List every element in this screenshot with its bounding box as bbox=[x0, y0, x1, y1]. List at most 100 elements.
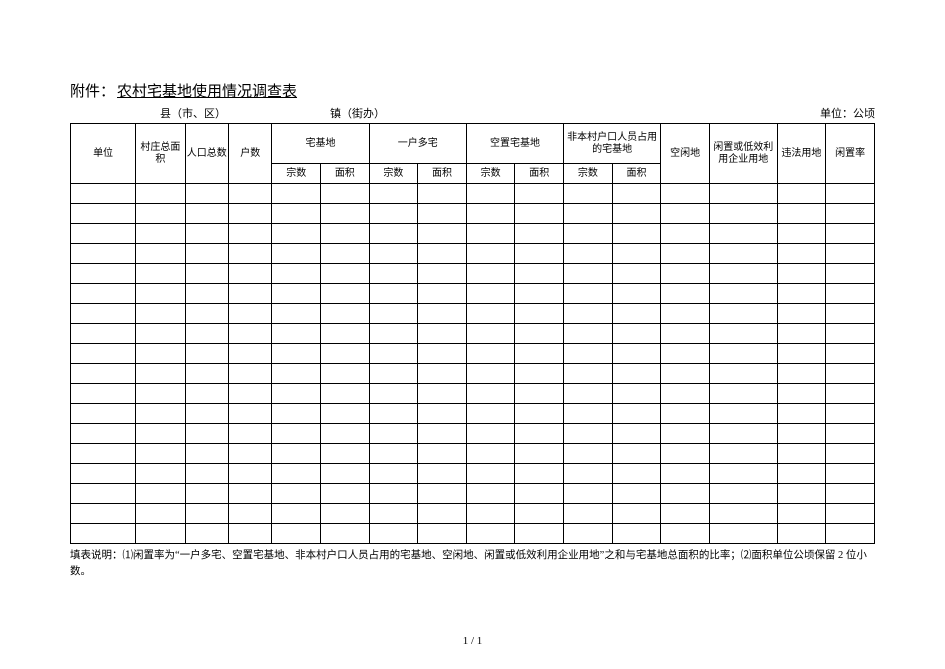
table-cell bbox=[612, 524, 661, 544]
table-cell bbox=[136, 504, 185, 524]
table-cell bbox=[321, 404, 370, 424]
table-cell bbox=[418, 344, 467, 364]
table-cell bbox=[272, 324, 321, 344]
table-cell bbox=[466, 264, 515, 284]
table-cell bbox=[515, 364, 564, 384]
attachment-prefix: 附件： bbox=[70, 80, 115, 101]
table-row bbox=[71, 324, 875, 344]
table-cell bbox=[466, 244, 515, 264]
table-cell bbox=[272, 464, 321, 484]
table-row bbox=[71, 204, 875, 224]
table-cell bbox=[709, 424, 777, 444]
table-cell bbox=[515, 264, 564, 284]
table-cell bbox=[777, 284, 826, 304]
table-cell bbox=[826, 464, 875, 484]
town-label: 镇（街办） bbox=[330, 105, 385, 121]
table-cell bbox=[185, 324, 228, 344]
table-cell bbox=[185, 284, 228, 304]
table-cell bbox=[777, 384, 826, 404]
table-cell bbox=[321, 524, 370, 544]
table-cell bbox=[709, 404, 777, 424]
table-cell bbox=[272, 204, 321, 224]
table-cell bbox=[661, 464, 710, 484]
footnote: 填表说明：⑴闲置率为“一户多宅、空置宅基地、非本村户口人员占用的宅基地、空闲地、… bbox=[70, 548, 875, 580]
table-cell bbox=[515, 384, 564, 404]
table-cell bbox=[777, 424, 826, 444]
table-cell bbox=[369, 484, 418, 504]
table-cell bbox=[515, 484, 564, 504]
table-cell bbox=[369, 424, 418, 444]
table-cell bbox=[515, 184, 564, 204]
table-cell bbox=[612, 264, 661, 284]
table-cell bbox=[272, 284, 321, 304]
page-title: 农村宅基地使用情况调查表 bbox=[117, 80, 297, 101]
table-cell bbox=[321, 444, 370, 464]
table-cell bbox=[136, 204, 185, 224]
table-cell bbox=[466, 364, 515, 384]
table-cell bbox=[564, 324, 613, 344]
table-row bbox=[71, 404, 875, 424]
table-cell bbox=[71, 504, 136, 524]
table-cell bbox=[777, 264, 826, 284]
table-cell bbox=[136, 324, 185, 344]
table-cell bbox=[515, 224, 564, 244]
table-cell bbox=[229, 184, 272, 204]
table-cell bbox=[369, 184, 418, 204]
table-cell bbox=[229, 444, 272, 464]
table-cell bbox=[564, 384, 613, 404]
table-cell bbox=[515, 244, 564, 264]
table-cell bbox=[826, 404, 875, 424]
table-cell bbox=[369, 204, 418, 224]
table-cell bbox=[612, 504, 661, 524]
table-cell bbox=[369, 324, 418, 344]
table-cell bbox=[661, 284, 710, 304]
table-cell bbox=[564, 344, 613, 364]
table-cell bbox=[136, 264, 185, 284]
table-cell bbox=[185, 304, 228, 324]
table-cell bbox=[418, 424, 467, 444]
table-cell bbox=[418, 504, 467, 524]
table-cell bbox=[272, 244, 321, 264]
table-row bbox=[71, 504, 875, 524]
table-cell bbox=[777, 324, 826, 344]
table-cell bbox=[826, 444, 875, 464]
table-cell bbox=[321, 184, 370, 204]
table-row bbox=[71, 344, 875, 364]
table-cell bbox=[418, 464, 467, 484]
table-cell bbox=[229, 424, 272, 444]
table-cell bbox=[418, 284, 467, 304]
table-cell bbox=[709, 464, 777, 484]
table-cell bbox=[272, 404, 321, 424]
table-cell bbox=[272, 364, 321, 384]
table-cell bbox=[661, 264, 710, 284]
table-cell bbox=[185, 344, 228, 364]
table-cell bbox=[564, 444, 613, 464]
table-cell bbox=[136, 444, 185, 464]
sub-mianji: 面积 bbox=[515, 164, 564, 184]
table-cell bbox=[418, 184, 467, 204]
table-cell bbox=[466, 344, 515, 364]
table-cell bbox=[661, 224, 710, 244]
table-row bbox=[71, 244, 875, 264]
table-cell bbox=[564, 424, 613, 444]
table-cell bbox=[229, 524, 272, 544]
table-cell bbox=[136, 364, 185, 384]
table-cell bbox=[71, 364, 136, 384]
table-cell bbox=[612, 344, 661, 364]
table-cell bbox=[321, 364, 370, 384]
table-cell bbox=[564, 484, 613, 504]
table-cell bbox=[661, 484, 710, 504]
table-row bbox=[71, 524, 875, 544]
table-cell bbox=[777, 224, 826, 244]
table-cell bbox=[661, 184, 710, 204]
table-cell bbox=[185, 364, 228, 384]
col-population: 人口总数 bbox=[185, 124, 228, 184]
table-cell bbox=[612, 224, 661, 244]
table-cell bbox=[612, 324, 661, 344]
table-cell bbox=[71, 424, 136, 444]
table-cell bbox=[709, 204, 777, 224]
table-cell bbox=[418, 244, 467, 264]
table-cell bbox=[71, 224, 136, 244]
table-cell bbox=[185, 244, 228, 264]
table-cell bbox=[466, 404, 515, 424]
